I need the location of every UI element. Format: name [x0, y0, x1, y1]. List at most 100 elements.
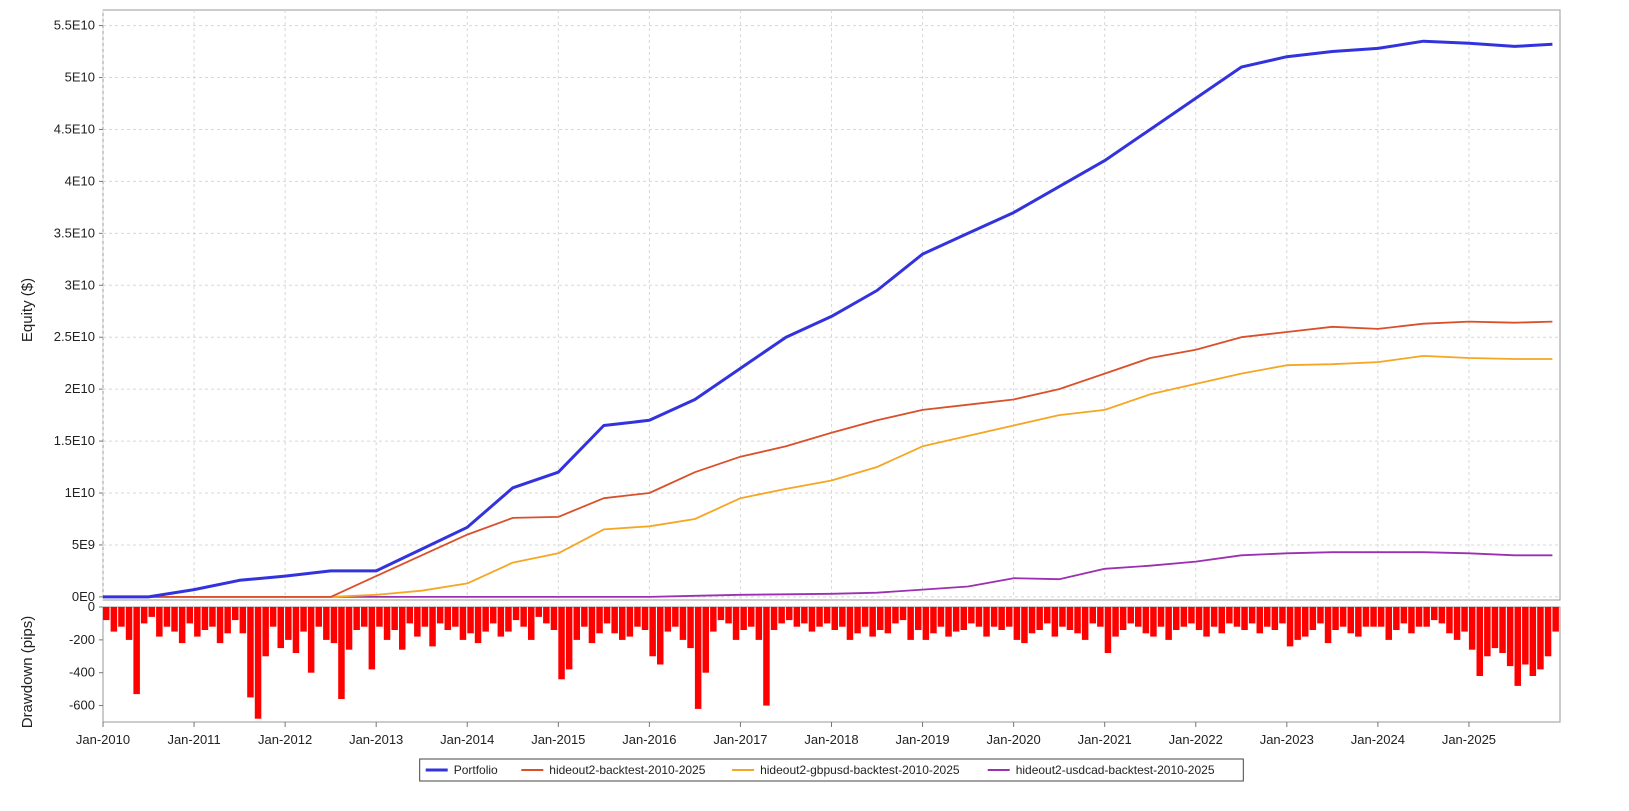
drawdown-bar: [1044, 607, 1051, 624]
drawdown-bar: [1286, 607, 1294, 647]
drawdown-bar: [1081, 607, 1089, 640]
drawdown-bar: [717, 607, 725, 621]
drawdown-bar: [1006, 607, 1013, 627]
drawdown-bar: [1362, 607, 1370, 627]
drawdown-bar: [307, 607, 315, 673]
drawdown-bar: [391, 607, 398, 630]
drawdown-bar: [1415, 607, 1423, 627]
legend-item-label: hideout2-usdcad-backtest-2010-2025: [1016, 763, 1215, 777]
drawdown-bar: [1339, 607, 1347, 627]
x-axis-tick-label: Jan-2024: [1351, 732, 1405, 747]
drawdown-bar: [983, 607, 990, 637]
drawdown-bar: [596, 607, 603, 634]
drawdown-bar: [1112, 607, 1119, 637]
drawdown-bar: [125, 607, 133, 640]
drawdown-bar: [1491, 607, 1499, 649]
x-axis-tick-label: Jan-2016: [622, 732, 676, 747]
equity-y-tick-label: 5.5E10: [54, 18, 95, 33]
drawdown-bar: [1097, 607, 1104, 627]
drawdown-bar: [1552, 607, 1559, 632]
drawdown-bar: [763, 607, 770, 706]
drawdown-bar: [201, 607, 209, 630]
x-axis-tick-label: Jan-2022: [1169, 732, 1223, 747]
drawdown-bar: [1127, 607, 1134, 624]
drawdown-bar: [323, 607, 330, 640]
drawdown-bar: [1248, 607, 1256, 624]
drawdown-bar: [459, 607, 467, 640]
drawdown-bar: [581, 607, 588, 627]
drawdown-bar: [1431, 607, 1438, 621]
equity-panel: 0E0 5E9 1E10 1.5E10 2E10 2.5E10 3E10 3.5E10 4E10…: [54, 9, 1561, 604]
drawdown-bar: [1119, 607, 1127, 630]
drawdown-bar: [1195, 607, 1203, 630]
drawdown-bar: [353, 607, 360, 630]
drawdown-bar: [482, 607, 489, 632]
drawdown-bar: [672, 607, 679, 627]
equity-y-tick-label: 5E9: [72, 537, 95, 552]
drawdown-bar: [877, 607, 884, 630]
drawdown-bar: [854, 607, 861, 634]
drawdown-y-tick-label: -400: [69, 665, 95, 680]
drawdown-bar: [520, 607, 527, 627]
x-axis-tick-label: Jan-2021: [1078, 732, 1132, 747]
drawdown-bar: [1028, 607, 1036, 634]
drawdown-bar: [1173, 607, 1180, 630]
drawdown-bar: [1355, 607, 1362, 637]
drawdown-bar: [679, 607, 687, 640]
drawdown-bar: [315, 607, 322, 627]
drawdown-bar: [1506, 607, 1514, 667]
drawdown-bar: [588, 607, 596, 644]
drawdown-bar: [1256, 607, 1263, 634]
drawdown-bar: [960, 607, 967, 630]
x-axis-tick-label: Jan-2015: [531, 732, 585, 747]
drawdown-bar: [1309, 607, 1317, 630]
drawdown-bar: [1347, 607, 1354, 634]
equity-y-tick-label: 3.5E10: [54, 225, 95, 240]
drawdown-bar: [512, 607, 520, 621]
drawdown-bar: [740, 607, 747, 630]
drawdown-bar: [429, 607, 436, 647]
drawdown-bar: [1377, 607, 1385, 627]
drawdown-bar: [975, 607, 983, 627]
drawdown-bar: [748, 607, 755, 627]
drawdown-bar: [1461, 607, 1468, 632]
drawdown-bar: [262, 607, 269, 657]
drawdown-bar: [930, 607, 937, 634]
drawdown-bar: [1203, 607, 1210, 637]
drawdown-bar: [907, 607, 914, 640]
legend-item-label: hideout2-gbpusd-backtest-2010-2025: [760, 763, 960, 777]
drawdown-bar: [823, 607, 831, 624]
x-axis-tick-label: Jan-2017: [713, 732, 767, 747]
drawdown-bar: [1446, 607, 1453, 634]
drawdown-bar: [1059, 607, 1066, 627]
drawdown-bar: [186, 607, 193, 624]
drawdown-bar: [915, 607, 922, 630]
drawdown-bar: [277, 607, 284, 649]
drawdown-bar: [467, 607, 474, 634]
series-line-portfolio: [103, 39, 1553, 599]
drawdown-bar: [550, 607, 558, 630]
drawdown-bar: [1142, 607, 1150, 634]
equity-y-tick-label: 5E10: [65, 70, 95, 85]
drawdown-bar: [376, 607, 383, 627]
x-axis-tick-label: Jan-2012: [258, 732, 312, 747]
drawdown-bar: [1279, 607, 1286, 624]
drawdown-bar: [793, 607, 801, 627]
drawdown-bar: [1271, 607, 1279, 630]
x-axis-tick-label: Jan-2018: [804, 732, 858, 747]
drawdown-bar: [710, 607, 717, 632]
x-axis-tick-label: Jan-2013: [349, 732, 403, 747]
drawdown-bar: [573, 607, 580, 640]
drawdown-bar: [361, 607, 368, 627]
drawdown-bar: [831, 607, 838, 630]
drawdown-bar: [801, 607, 808, 624]
drawdown-bar: [1476, 607, 1483, 676]
legend-item-label: Portfolio: [454, 763, 498, 777]
drawdown-bar: [732, 607, 740, 640]
drawdown-bar: [1499, 607, 1506, 653]
drawdown-bar: [338, 607, 345, 699]
drawdown-bar: [103, 607, 110, 621]
series-line-1: [103, 320, 1553, 598]
drawdown-bar: [110, 607, 118, 632]
drawdown-bar: [232, 607, 239, 621]
